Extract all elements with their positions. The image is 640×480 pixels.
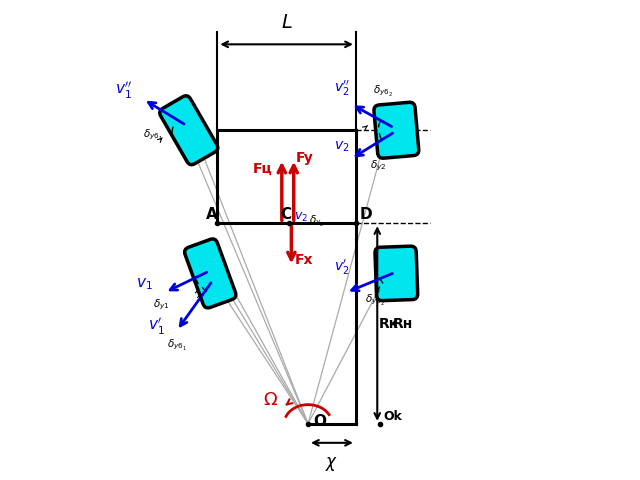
Text: $v_2''$: $v_2''$ <box>334 79 351 98</box>
Text: Ok: Ok <box>383 410 403 423</box>
Text: $v_1$: $v_1$ <box>136 277 153 292</box>
Text: $\Omega$: $\Omega$ <box>263 391 278 408</box>
Text: $\delta_{y1}$: $\delta_{y1}$ <box>153 297 170 312</box>
Text: O: O <box>313 414 326 429</box>
Text: $v_2'$: $v_2'$ <box>334 258 349 277</box>
Text: $χ$: $χ$ <box>325 455 339 473</box>
Text: $\delta_{y6_2}$: $\delta_{y6_2}$ <box>365 292 385 307</box>
FancyBboxPatch shape <box>375 246 418 300</box>
Text: Rн: Rн <box>393 316 413 331</box>
Text: $\delta_{y6_2}$: $\delta_{y6_2}$ <box>374 83 394 98</box>
Text: Fy: Fy <box>296 151 314 165</box>
Text: $\delta_{y6_1}$: $\delta_{y6_1}$ <box>143 128 164 143</box>
Text: $v_1'$: $v_1'$ <box>148 316 165 337</box>
Text: Rк: Rк <box>379 316 399 331</box>
Text: $\delta_{y_2}$: $\delta_{y_2}$ <box>309 214 324 228</box>
Text: Fx: Fx <box>294 253 313 267</box>
FancyBboxPatch shape <box>184 239 236 308</box>
Text: Fц: Fц <box>253 162 273 176</box>
Text: D: D <box>360 207 372 222</box>
Text: $L$: $L$ <box>281 13 292 33</box>
Text: C: C <box>280 207 291 222</box>
Text: $v_1''$: $v_1''$ <box>115 80 132 101</box>
FancyBboxPatch shape <box>374 102 419 158</box>
Text: A: A <box>205 207 217 222</box>
FancyBboxPatch shape <box>160 96 218 165</box>
Text: $\delta_{y6_1}$: $\delta_{y6_1}$ <box>167 337 188 352</box>
Text: $\delta_{y2}$: $\delta_{y2}$ <box>370 159 387 173</box>
Text: $v_2$: $v_2$ <box>334 139 349 154</box>
Text: $v_2$: $v_2$ <box>294 210 308 224</box>
